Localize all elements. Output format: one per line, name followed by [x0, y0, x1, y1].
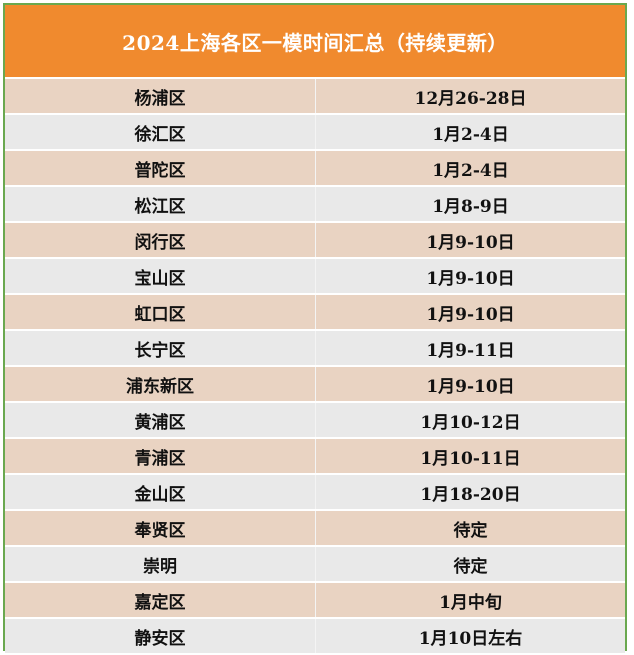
district-cell: 松江区	[5, 187, 316, 221]
table-row: 青浦区 1月10-11日	[5, 439, 625, 473]
table-row: 杨浦区 12月26-28日	[5, 79, 625, 113]
date-cell: 1月9-11日	[426, 340, 515, 361]
table-row: 徐汇区 1月2-4日	[5, 115, 625, 149]
table-row: 静安区 1月10日左右	[5, 619, 625, 653]
date-cell: 1月8-9日	[432, 196, 509, 217]
date-cell: 1月10-11日	[420, 448, 521, 469]
table-row: 闵行区 1月9-10日	[5, 223, 625, 257]
district-cell: 崇明	[5, 547, 316, 581]
table-row: 奉贤区 待定	[5, 511, 625, 545]
district-cell: 金山区	[5, 475, 316, 509]
district-cell: 浦东新区	[5, 367, 316, 401]
date-cell: 1月9-10日	[426, 304, 515, 325]
date-cell: 12月26-28日	[414, 88, 527, 109]
date-cell: 1月9-10日	[426, 268, 515, 289]
date-cell: 1月9-10日	[426, 376, 515, 397]
district-cell: 虹口区	[5, 295, 316, 329]
table-body: 杨浦区 12月26-28日 徐汇区 1月2-4日 普陀区 1月2-4日 松江区 …	[5, 79, 625, 655]
table-row: 崇明 待定	[5, 547, 625, 581]
district-cell: 奉贤区	[5, 511, 316, 545]
district-cell: 徐汇区	[5, 115, 316, 149]
table-row: 普陀区 1月2-4日	[5, 151, 625, 185]
date-cell: 1月18-20日	[420, 484, 521, 505]
table-row: 浦东新区 1月9-10日	[5, 367, 625, 401]
date-cell: 1月10-12日	[420, 412, 521, 433]
district-cell: 宝山区	[5, 259, 316, 293]
schedule-table: 2024上海各区一模时间汇总（持续更新） 杨浦区 12月26-28日 徐汇区 1…	[3, 3, 627, 653]
table-row: 松江区 1月8-9日	[5, 187, 625, 221]
date-cell: 1月2-4日	[432, 124, 509, 145]
date-cell: 待定	[453, 556, 488, 577]
date-cell: 1月中旬	[439, 592, 502, 613]
table-row: 黄浦区 1月10-12日	[5, 403, 625, 437]
district-cell: 普陀区	[5, 151, 316, 185]
table-row: 长宁区 1月9-11日	[5, 331, 625, 365]
table-row: 宝山区 1月9-10日	[5, 259, 625, 293]
district-cell: 静安区	[5, 619, 316, 653]
district-cell: 青浦区	[5, 439, 316, 473]
date-cell: 1月2-4日	[432, 160, 509, 181]
table-title: 2024上海各区一模时间汇总（持续更新）	[5, 5, 625, 77]
date-cell: 1月10日左右	[418, 628, 523, 649]
table-row: 虹口区 1月9-10日	[5, 295, 625, 329]
date-cell: 1月9-10日	[426, 232, 515, 253]
district-cell: 杨浦区	[5, 79, 316, 113]
table-row: 嘉定区 1月中旬	[5, 583, 625, 617]
district-cell: 嘉定区	[5, 583, 316, 617]
district-cell: 长宁区	[5, 331, 316, 365]
district-cell: 黄浦区	[5, 403, 316, 437]
table-row: 金山区 1月18-20日	[5, 475, 625, 509]
date-cell: 待定	[453, 520, 488, 541]
district-cell: 闵行区	[5, 223, 316, 257]
